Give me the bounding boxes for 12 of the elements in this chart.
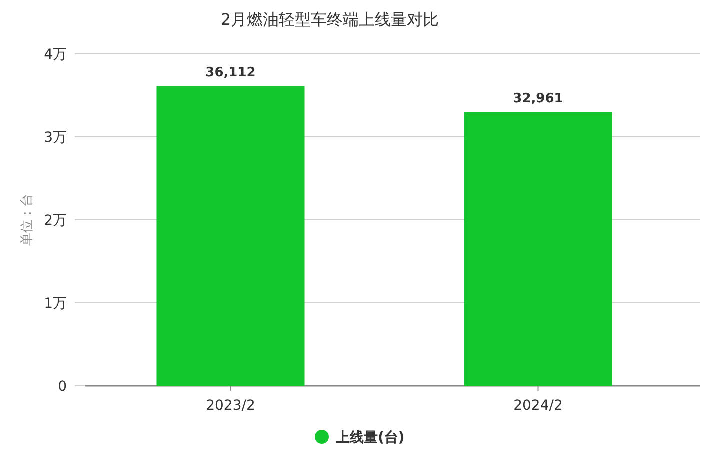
text: 36,112 <box>206 65 256 80</box>
x-tick-label: 2024/2 <box>514 398 563 414</box>
y-tick-label: 1万 <box>44 296 67 312</box>
text: 32,961 <box>513 91 564 106</box>
x-tick-label: 2023/2 <box>206 398 256 414</box>
y-tick-label: 2万 <box>44 213 67 229</box>
y-tick-label: 3万 <box>44 130 67 146</box>
y-axis-title: 单位：台 <box>20 194 35 246</box>
y-tick-label: 0 <box>58 379 67 395</box>
legend-label: 上线量(台) <box>335 430 405 446</box>
chart-title: 2月燃油轻型车终端上线量对比 <box>220 10 440 29</box>
y-tick-label: 4万 <box>44 47 67 63</box>
